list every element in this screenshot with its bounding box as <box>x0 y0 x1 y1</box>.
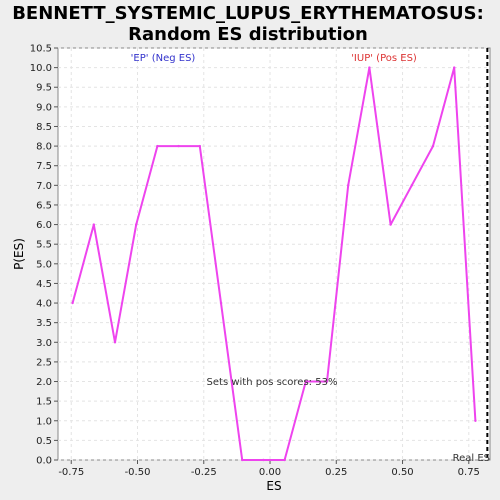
grid-lines <box>58 47 490 461</box>
y-tick-label: 4.0 <box>36 299 52 310</box>
data-point <box>453 66 456 69</box>
y-tick-label: 1.0 <box>36 416 52 427</box>
data-point <box>368 66 371 69</box>
y-tick-label: 1.5 <box>36 397 52 408</box>
y-tick-label: 5.0 <box>36 259 52 270</box>
x-tick-label: 0.00 <box>259 467 281 478</box>
series-layer <box>71 66 477 462</box>
series-line <box>71 66 477 461</box>
x-axis: -0.75 -0.50 -0.25 0.00 0.25 0.50 0.75 <box>58 460 480 478</box>
y-tick-label: 2.5 <box>36 357 52 368</box>
y-tick-label: 2.0 <box>36 377 52 388</box>
chart-title-line2: Random ES distribution <box>128 24 368 45</box>
data-point <box>240 458 244 462</box>
pos-es-label: 'IUP' (Pos ES) <box>351 53 417 64</box>
x-tick-label: 0.50 <box>391 467 413 478</box>
data-point <box>177 144 180 148</box>
pos-scores-annotation: Sets with pos scores: 53% <box>207 377 338 388</box>
x-axis-label: ES <box>266 479 281 493</box>
y-tick-label: 9.0 <box>36 102 52 113</box>
data-point <box>410 184 414 187</box>
x-tick-label: -0.75 <box>58 467 84 478</box>
x-tick-label: 0.75 <box>458 467 480 478</box>
y-tick-label: 4.5 <box>36 279 52 290</box>
x-tick-label: -0.50 <box>125 467 151 478</box>
y-tick-label: 6.5 <box>36 200 52 211</box>
y-tick-label: 9.5 <box>36 83 52 94</box>
data-point <box>262 458 265 462</box>
data-point <box>431 144 435 148</box>
y-axis-label: P(ES) <box>12 238 26 270</box>
data-point <box>113 341 117 344</box>
y-tick-label: 10.0 <box>30 63 52 74</box>
data-point <box>304 380 308 383</box>
y-tick-label: 7.5 <box>36 161 52 172</box>
y-tick-label: 0.5 <box>36 436 52 447</box>
y-axis: 0.0 0.5 1.0 1.5 2.0 2.5 3.0 3.5 4.0 4.5 5.0 5.5 6.0 6… <box>30 44 58 467</box>
y-tick-label: 8.5 <box>36 122 52 133</box>
x-tick-label: 0.25 <box>325 467 347 478</box>
data-point <box>71 301 74 305</box>
x-tick-label: -0.25 <box>191 467 217 478</box>
data-point <box>474 419 477 422</box>
real-es-label: Real ES <box>453 453 490 464</box>
y-tick-label: 0.0 <box>36 456 52 467</box>
data-point <box>389 223 392 226</box>
y-tick-label: 7.0 <box>36 181 52 192</box>
data-point <box>198 144 201 148</box>
y-tick-label: 3.5 <box>36 318 52 329</box>
plot-area <box>57 47 491 461</box>
y-tick-label: 10.5 <box>30 44 52 55</box>
neg-es-label: 'EP' (Neg ES) <box>131 53 196 64</box>
data-point <box>325 380 329 383</box>
y-tick-label: 3.0 <box>36 338 52 349</box>
y-tick-label: 5.5 <box>36 240 52 251</box>
data-point <box>92 223 95 226</box>
data-point <box>156 144 159 148</box>
chart-title-line1: BENNETT_SYSTEMIC_LUPUS_ERYTHEMATOSUS: <box>12 3 484 24</box>
data-point <box>347 184 350 187</box>
y-tick-label: 8.0 <box>36 142 52 153</box>
data-point <box>283 458 286 462</box>
y-tick-label: 6.0 <box>36 220 52 231</box>
data-point <box>134 223 138 226</box>
data-point <box>219 301 223 305</box>
